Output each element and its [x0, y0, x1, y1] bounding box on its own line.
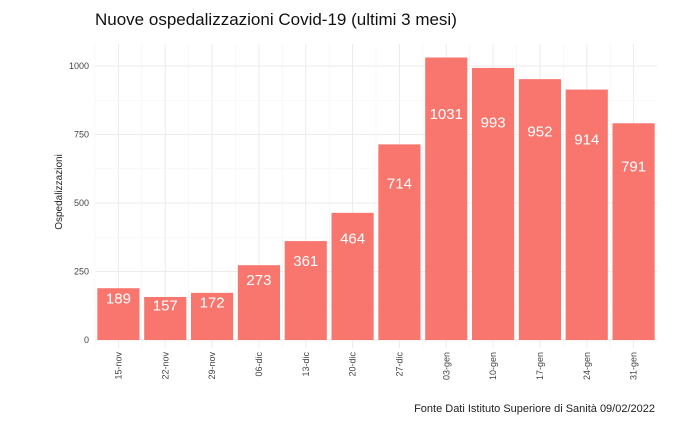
bar-value-label: 791 [621, 159, 646, 176]
caption: Fonte Dati Istituto Superiore di Sanità … [414, 403, 655, 415]
y-tick-label: 250 [74, 267, 89, 277]
x-tick-label: 22-nov [160, 352, 170, 380]
bar-value-label: 914 [574, 132, 599, 149]
x-tick-label: 03-gen [441, 352, 451, 380]
bar-31-gen [612, 123, 655, 341]
bar-06-dic [237, 265, 280, 340]
bar-value-label: 273 [246, 272, 271, 289]
bar-value-label: 714 [387, 175, 412, 192]
y-tick-label: 500 [74, 198, 89, 208]
bar-value-label: 464 [340, 230, 365, 247]
bar-value-label: 361 [293, 253, 318, 270]
x-tick-label: 31-gen [629, 352, 639, 380]
x-tick-label: 27-dic [394, 352, 404, 377]
x-tick-label: 24-gen [582, 352, 592, 380]
x-tick-label: 17-gen [535, 352, 545, 380]
bar-03-gen [425, 57, 468, 340]
y-tick-label: 0 [84, 335, 89, 345]
bar-10-gen [472, 67, 515, 340]
y-tick-label: 1000 [69, 61, 89, 71]
chart-title: Nuove ospedalizzazioni Covid-19 (ultimi … [95, 10, 457, 29]
bar-value-label: 952 [527, 123, 552, 140]
bar-24-gen [565, 89, 608, 341]
x-tick-label: 10-gen [488, 352, 498, 380]
bar-29-nov [191, 292, 234, 340]
bar-13-dic [284, 241, 327, 340]
x-tick-label: 06-dic [254, 352, 264, 377]
bar-value-label: 993 [481, 114, 506, 131]
bar-value-label: 1031 [430, 106, 463, 123]
bar-20-dic [331, 212, 374, 340]
bar-value-label: 189 [106, 291, 131, 308]
bar-value-label: 172 [200, 294, 225, 311]
bar-27-dic [378, 144, 421, 340]
bar-value-label: 157 [153, 298, 178, 315]
x-tick-label: 13-dic [301, 352, 311, 377]
x-tick-label: 29-nov [207, 352, 217, 380]
bar-22-nov [144, 296, 187, 340]
bar-17-gen [518, 79, 561, 340]
x-tick-label: 20-dic [348, 352, 358, 377]
x-tick-label: 15-nov [113, 352, 123, 380]
y-tick-label: 750 [74, 130, 89, 140]
y-axis-title: Ospedalizzazioni [54, 154, 65, 230]
bar-15-nov [97, 288, 140, 340]
